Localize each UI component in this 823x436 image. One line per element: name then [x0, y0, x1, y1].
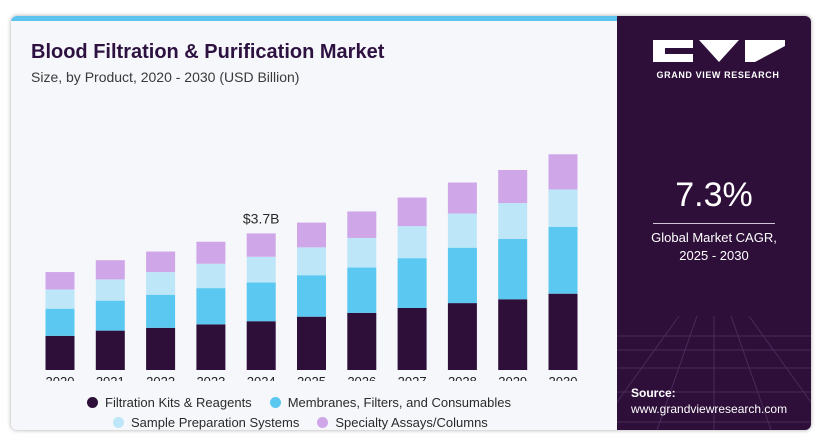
x-tick-label: 2026: [347, 374, 376, 381]
bar-segment-2027-s2: [397, 226, 427, 259]
legend-item-filtration-kits: Filtration Kits & Reagents: [87, 395, 252, 410]
bar-segment-2023-s1: [196, 288, 226, 325]
x-tick-label: 2028: [448, 374, 477, 381]
divider: [653, 223, 775, 224]
legend-label: Filtration Kits & Reagents: [105, 395, 252, 410]
source-link[interactable]: www.grandviewresearch.com: [631, 402, 788, 416]
legend-row-2: Sample Preparation Systems Specialty Ass…: [113, 415, 506, 430]
cagr-label: Global Market CAGR, 2025 - 2030: [617, 229, 811, 265]
bar-segment-2026-s3: [347, 211, 377, 238]
bar-segment-2027-s3: [397, 197, 427, 227]
bar-segment-2020-s1: [45, 308, 75, 336]
bar-segment-2025-s1: [297, 275, 326, 317]
summary-panel: GRAND VIEW RESEARCH 7.3% Global Market C…: [617, 16, 811, 430]
cagr-value: 7.3%: [675, 176, 753, 214]
cagr-label-line1: Global Market CAGR,: [651, 230, 777, 245]
bar-segment-2028-s1: [447, 247, 477, 304]
x-tick-label: 2023: [196, 374, 225, 381]
bar-segment-2020-s3: [45, 272, 75, 290]
x-tick-label: 2020: [46, 374, 75, 381]
legend-label: Membranes, Filters, and Consumables: [287, 395, 511, 410]
chart-subtitle: Size, by Product, 2020 - 2030 (USD Billi…: [31, 69, 300, 85]
bar-segment-2026-s2: [347, 237, 377, 268]
bar-segment-2020-s0: [45, 335, 75, 370]
bar-segment-2022-s1: [146, 294, 176, 328]
bar-segment-2023-s0: [196, 324, 226, 370]
accent-stripe: [11, 16, 617, 21]
bar-segment-2029-s1: [498, 238, 528, 300]
bar-segment-2027-s1: [397, 258, 427, 308]
bar-segment-2022-s3: [146, 251, 176, 273]
cagr-label-line2: 2025 - 2030: [679, 248, 749, 263]
bar-segment-2020-s2: [45, 289, 75, 309]
bar-segment-2021-s0: [95, 330, 125, 370]
legend-item-specialty-assays: Specialty Assays/Columns: [317, 415, 488, 430]
bar-segment-2028-s0: [447, 303, 477, 370]
bar-segment-2030-s2: [548, 189, 578, 227]
data-label-annotation: $3.7B: [243, 210, 280, 226]
bar-segment-2024-s2: [246, 256, 276, 283]
legend-row-1: Filtration Kits & Reagents Membranes, Fi…: [87, 395, 529, 410]
bar-segment-2029-s2: [498, 203, 528, 239]
x-tick-label: 2029: [498, 374, 527, 381]
legend-swatch: [113, 417, 124, 428]
bar-segment-2021-s3: [95, 260, 125, 280]
bar-segment-2028-s2: [447, 213, 477, 248]
x-tick-label: 2030: [549, 374, 578, 381]
bar-segment-2029-s0: [498, 299, 528, 370]
bar-segment-2028-s3: [447, 182, 477, 214]
source-label: Source:: [631, 386, 676, 400]
bar-segment-2023-s2: [196, 263, 226, 289]
bar-segment-2025-s2: [297, 247, 326, 276]
bar-segment-2026-s0: [347, 312, 377, 370]
legend-swatch: [269, 397, 281, 408]
bar-segment-2024-s1: [246, 282, 276, 322]
legend-label: Specialty Assays/Columns: [335, 415, 488, 430]
bar-segment-2030-s3: [548, 154, 578, 190]
bar-segment-2030-s0: [548, 293, 578, 370]
decorative-grid: [617, 316, 811, 430]
infographic-card: Blood Filtration & Purification Market S…: [11, 16, 811, 430]
legend-item-sample-prep: Sample Preparation Systems: [113, 415, 299, 430]
stacked-bar-chart: 2020 2021 2022 2023 2024 $3.7B 2025 2026 2027 202…: [45, 154, 578, 381]
brand-name: GRAND VIEW RESEARCH: [656, 70, 780, 80]
chart-title: Blood Filtration & Purification Market: [31, 41, 385, 63]
legend-swatch: [317, 417, 329, 428]
bar-segment-2024-s3: [246, 233, 276, 257]
x-tick-label: 2022: [146, 374, 175, 381]
bar-segment-2021-s2: [95, 279, 125, 301]
bar-segment-2025-s0: [297, 316, 326, 370]
bar-segment-2022-s0: [146, 327, 176, 370]
legend-item-membranes: Membranes, Filters, and Consumables: [269, 395, 511, 410]
bar-segment-2029-s3: [498, 169, 528, 204]
bar-segment-2024-s0: [246, 321, 276, 370]
bar-segment-2022-s2: [146, 272, 176, 295]
bar-segment-2027-s0: [397, 307, 427, 370]
bar-segment-2030-s1: [548, 226, 578, 294]
bar-segment-2023-s3: [196, 241, 226, 264]
bar-segment-2021-s1: [95, 300, 125, 331]
x-tick-label: 2024: [247, 374, 276, 381]
legend-label: Sample Preparation Systems: [131, 415, 300, 430]
grand-view-research-logo: GRAND VIEW RESEARCH: [643, 36, 793, 84]
gvr-logo-icon: [653, 40, 785, 62]
x-tick-label: 2027: [398, 374, 427, 381]
chart-panel: Blood Filtration & Purification Market S…: [11, 21, 617, 430]
bar-segment-2026-s1: [347, 267, 377, 313]
legend-swatch: [87, 397, 98, 408]
x-tick-label: 2021: [96, 374, 125, 381]
x-tick-label: 2025: [297, 374, 326, 381]
bar-segment-2025-s3: [297, 222, 326, 248]
